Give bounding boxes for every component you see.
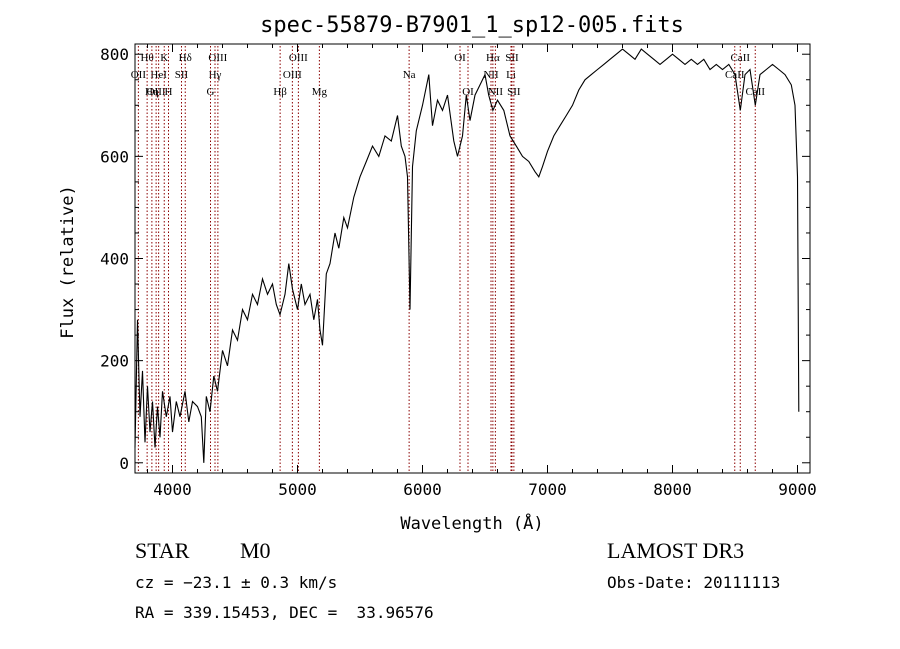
y-tick-label: 200 bbox=[100, 352, 129, 371]
spectrum-line bbox=[134, 48, 800, 463]
line-marker-label: HeI bbox=[150, 69, 167, 81]
line-marker-label: CaII bbox=[745, 86, 765, 98]
line-marker-label: Hθ bbox=[141, 52, 154, 64]
line-marker-label: Hβ bbox=[273, 86, 287, 98]
line-marker-label: OII bbox=[131, 69, 147, 81]
line-marker-label: SII bbox=[505, 52, 519, 64]
line-marker-label: Mg bbox=[312, 86, 328, 98]
x-tick-label: 9000 bbox=[778, 480, 817, 499]
line-marker-label: OIII bbox=[208, 52, 227, 64]
line-marker-label: OI bbox=[462, 86, 474, 98]
line-marker-label: G bbox=[207, 86, 215, 98]
x-axis-label: Wavelength (Å) bbox=[400, 512, 543, 534]
object-class: STAR bbox=[135, 538, 190, 563]
chart-title: spec-55879-B7901_1_sp12-005.fits bbox=[260, 13, 684, 38]
line-marker-label: Hγ bbox=[209, 69, 222, 81]
line-marker-label: Li bbox=[506, 69, 516, 81]
line-marker-label: OIII bbox=[283, 69, 302, 81]
object-subclass: M0 bbox=[240, 538, 271, 563]
line-marker-label: OIII bbox=[289, 52, 308, 64]
x-tick-label: 6000 bbox=[403, 480, 442, 499]
x-tick-label: 8000 bbox=[653, 480, 692, 499]
line-marker-label: NII bbox=[488, 86, 504, 98]
y-axis-label: Flux (relative) bbox=[58, 185, 78, 339]
y-tick-label: 0 bbox=[119, 454, 129, 473]
line-marker-label: Hδ bbox=[179, 52, 192, 64]
survey-name: LAMOST DR3 bbox=[607, 538, 745, 563]
x-tick-label: 4000 bbox=[153, 480, 192, 499]
observation-date: Obs-Date: 20111113 bbox=[607, 573, 781, 592]
redshift-velocity: cz = −23.1 ± 0.3 km/s bbox=[135, 573, 338, 592]
line-marker-label: K bbox=[160, 52, 168, 64]
x-tick-label: 7000 bbox=[528, 480, 567, 499]
line-marker-label: SII bbox=[175, 69, 189, 81]
line-marker-label: H bbox=[165, 86, 173, 98]
coordinates: RA = 339.15453, DEC = 33.96576 bbox=[135, 603, 434, 622]
y-tick-label: 400 bbox=[100, 250, 129, 269]
y-tick-label: 800 bbox=[100, 45, 129, 64]
line-marker-label: Hα bbox=[486, 52, 500, 64]
line-marker-label: SII bbox=[507, 86, 521, 98]
line-marker-label: Hη bbox=[145, 86, 159, 98]
line-marker-label: OI bbox=[454, 52, 466, 64]
x-tick-label: 5000 bbox=[278, 480, 317, 499]
line-marker-label: CaII bbox=[730, 52, 750, 64]
line-marker-label: Na bbox=[403, 69, 416, 81]
y-tick-label: 600 bbox=[100, 147, 129, 166]
